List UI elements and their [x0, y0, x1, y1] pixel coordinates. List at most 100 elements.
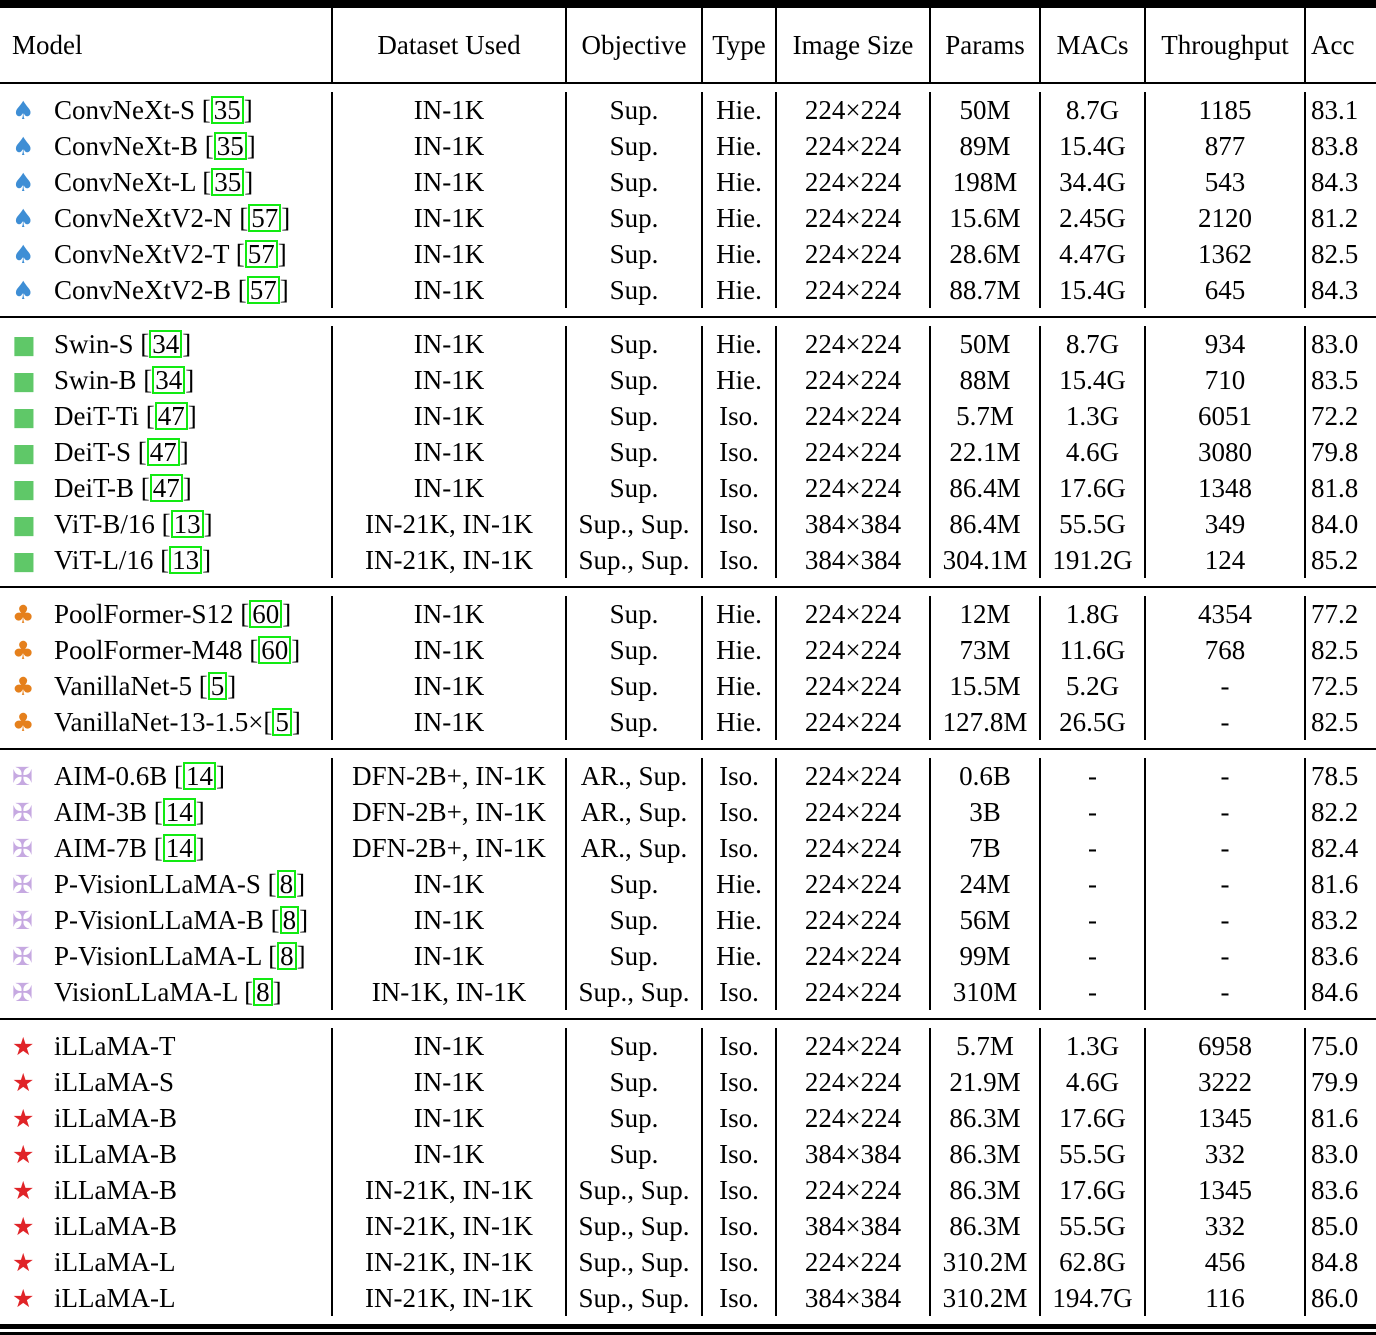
- citation-link[interactable]: 35: [211, 167, 245, 197]
- cell-throughput: 768: [1144, 632, 1305, 668]
- group-spacer: [0, 83, 1376, 92]
- citation-link[interactable]: 8: [276, 869, 297, 899]
- table-row: ♠ ConvNeXtV2-N [57] IN-1K Sup. Hie. 224×224 15…: [0, 200, 1376, 236]
- cell-model: ✠ AIM-3B [14]: [12, 796, 205, 827]
- cell-params: 21.9M: [929, 1064, 1040, 1100]
- group-spacer: [0, 749, 1376, 758]
- citation-link[interactable]: 57: [246, 275, 280, 305]
- column-header-throughput: Throughput: [1144, 4, 1305, 84]
- citation-link[interactable]: 47: [146, 437, 180, 467]
- cell-objective: Sup.: [565, 1064, 702, 1100]
- citation-link[interactable]: 8: [277, 941, 297, 971]
- cell-objective: AR., Sup.: [565, 758, 702, 794]
- citation-link[interactable]: 35: [210, 95, 244, 125]
- citation-link[interactable]: 47: [149, 473, 183, 503]
- model-name: DeiT-B: [54, 472, 134, 503]
- citation-link[interactable]: 8: [279, 905, 300, 935]
- cell-macs: 1.3G: [1039, 1028, 1145, 1064]
- table-row: ■ Swin-B [34] IN-1K Sup. Hie. 224×224 88M 15.4G…: [0, 362, 1376, 398]
- cell-throughput: 332: [1144, 1136, 1305, 1172]
- cell-image-size: 224×224: [775, 164, 930, 200]
- citation-link[interactable]: 34: [152, 365, 186, 395]
- cell-acc: 83.6: [1304, 1172, 1376, 1208]
- cell-acc: 77.2: [1304, 596, 1376, 632]
- cell-type: Iso.: [701, 974, 776, 1010]
- citation-link[interactable]: 14: [162, 833, 196, 863]
- model-name: DeiT-S: [54, 436, 132, 467]
- cell-throughput: -: [1144, 668, 1305, 704]
- model-name: VanillaNet-13-1.5×: [54, 706, 264, 737]
- cell-image-size: 224×224: [775, 866, 930, 902]
- column-header-type: Type: [701, 4, 776, 84]
- cell-type: Iso.: [701, 506, 776, 542]
- citation-link[interactable]: 13: [169, 545, 203, 575]
- cell-objective: Sup.: [565, 1136, 702, 1172]
- maltese-cross-icon: ✠: [12, 905, 33, 935]
- club-icon: ♣: [12, 671, 35, 701]
- cell-macs: 1.3G: [1039, 398, 1145, 434]
- citation-link[interactable]: 14: [183, 761, 216, 791]
- model-name: VisionLLaMA-L: [54, 976, 238, 1007]
- maltese-cross-icon: ✠: [12, 977, 33, 1007]
- cell-macs: 26.5G: [1039, 704, 1145, 740]
- cell-acc: 79.8: [1304, 434, 1376, 470]
- cell-image-size: 224×224: [775, 272, 930, 308]
- cell-model: ✠ AIM-0.6B [14]: [12, 760, 225, 791]
- cell-acc: 83.8: [1304, 128, 1376, 164]
- group-spacer: [0, 578, 1376, 587]
- cell-macs: 8.7G: [1039, 92, 1145, 128]
- cell-throughput: 3080: [1144, 434, 1305, 470]
- citation-link[interactable]: 5: [272, 707, 292, 737]
- cell-dataset: IN-1K: [331, 164, 566, 200]
- cell-type: Iso.: [701, 398, 776, 434]
- table-row: ✠ AIM-3B [14] DFN-2B+, IN-1K AR., Sup. Iso. 2…: [0, 794, 1376, 830]
- star-icon: ★: [12, 1103, 35, 1133]
- cell-model: ★ iLLaMA-L: [0, 1280, 332, 1316]
- cell-acc: 72.2: [1304, 398, 1376, 434]
- cell-macs: 4.47G: [1039, 236, 1145, 272]
- citation-link[interactable]: 57: [248, 203, 282, 233]
- citation-link[interactable]: 60: [258, 635, 292, 665]
- cell-image-size: 224×224: [775, 1028, 930, 1064]
- cell-acc: 84.8: [1304, 1244, 1376, 1280]
- citation-link[interactable]: 60: [249, 599, 283, 629]
- cell-dataset: IN-1K: [331, 128, 566, 164]
- cell-throughput: -: [1144, 704, 1305, 740]
- cell-acc: 85.0: [1304, 1208, 1376, 1244]
- cell-throughput: 1348: [1144, 470, 1305, 506]
- column-header-params: Params: [929, 4, 1040, 84]
- cell-model: ■ ViT-L/16 [13]: [12, 544, 212, 575]
- citation-link[interactable]: 14: [162, 797, 196, 827]
- table-row: ✠ P-VisionLLaMA-S [8] IN-1K Sup. Hie. 224×224…: [0, 866, 1376, 902]
- cell-image-size: 224×224: [775, 1100, 930, 1136]
- cell-acc: 83.0: [1304, 326, 1376, 362]
- cell-type: Hie.: [701, 938, 776, 974]
- citation-link[interactable]: 34: [149, 329, 183, 359]
- cell-throughput: 124: [1144, 542, 1305, 578]
- cell-acc: 82.4: [1304, 830, 1376, 866]
- group-illama: ★ iLLaMA-T IN-1K Sup. Iso. 224×224 5.7M 1.3G 695…: [0, 1019, 1376, 1327]
- model-name: ConvNeXtV2-N: [54, 202, 233, 233]
- citation-link[interactable]: 5: [207, 671, 228, 701]
- cell-macs: 5.2G: [1039, 668, 1145, 704]
- citation-link[interactable]: 35: [213, 131, 247, 161]
- citation-link[interactable]: 57: [244, 239, 278, 269]
- cell-model: ✠ AIM-7B [14]: [12, 832, 205, 863]
- model-name: iLLaMA-B: [54, 1210, 177, 1241]
- cell-params: 12M: [929, 596, 1040, 632]
- citation-link[interactable]: 13: [170, 509, 204, 539]
- bottom-rule: [0, 1332, 1376, 1335]
- group-spacer: [0, 740, 1376, 749]
- cell-objective: Sup.: [565, 668, 702, 704]
- cell-image-size: 224×224: [775, 1064, 930, 1100]
- cell-dataset: IN-1K: [331, 272, 566, 308]
- cell-objective: Sup.: [565, 938, 702, 974]
- group-spacer: [0, 1010, 1376, 1019]
- cell-image-size: 224×224: [775, 236, 930, 272]
- model-name: iLLaMA-L: [54, 1282, 176, 1313]
- group-spacer: [0, 317, 1376, 326]
- maltese-cross-icon: ✠: [12, 761, 33, 791]
- citation-link[interactable]: 47: [154, 401, 188, 431]
- citation-link[interactable]: 8: [253, 977, 273, 1007]
- cell-acc: 82.5: [1304, 236, 1376, 272]
